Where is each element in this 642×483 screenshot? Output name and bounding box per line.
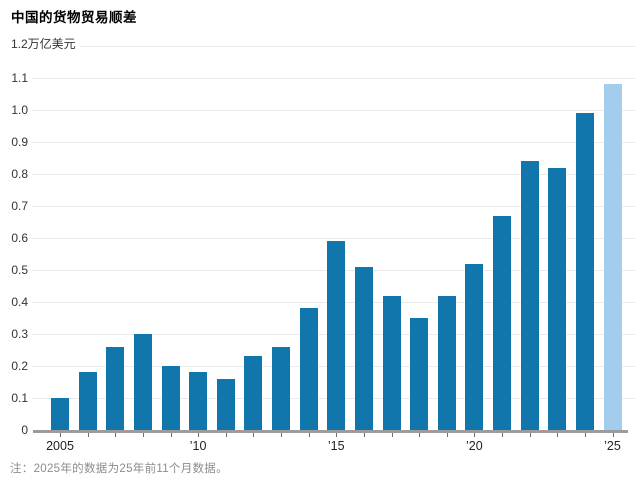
axis-tick [584,433,586,437]
x-axis-label: ’20 [466,439,483,453]
bar-2025 [603,84,622,430]
y-axis-label: 0.9 [11,135,28,149]
gridline [32,205,636,207]
bar-2020 [465,263,484,430]
axis-tick [474,433,476,437]
bar-2006 [78,372,97,430]
axis-tick [419,433,421,437]
bar-2018 [410,318,429,430]
x-axis-label: ’10 [189,439,207,453]
bar-2022 [520,161,539,430]
y-axis-label: 0.7 [11,199,28,213]
x-axis-label: ’15 [327,439,345,453]
axis-tick [281,433,282,437]
axis-tick [60,433,61,437]
gridline [32,237,636,239]
x-axis-line [33,430,628,433]
axis-tick [253,433,255,437]
bar-2011 [216,378,235,430]
y-axis-label: 0.3 [11,327,28,341]
y-axis-unit-label: 1.2万亿美元 [11,38,80,50]
bar-2010 [189,372,208,430]
axis-tick [557,433,559,437]
bar-2012 [244,356,263,430]
axis-tick [529,433,531,437]
y-axis-label: 0.8 [11,167,28,181]
axis-tick [446,433,448,437]
y-axis-label: 1.1 [11,71,28,85]
y-axis-label: 0.2 [11,359,28,373]
gridline [32,77,636,79]
bar-2014 [299,308,318,430]
gridline [32,173,636,175]
bar-2017 [382,295,401,430]
gridline [32,109,636,111]
y-axis-label: 0.4 [11,295,28,309]
bar-2015 [327,241,346,430]
y-axis-label: 0.1 [11,391,28,405]
bar-2007 [106,346,125,430]
bar-2021 [493,215,511,430]
bar-2005 [51,398,69,430]
axis-tick [198,433,200,437]
bar-2023 [548,167,567,430]
axis-tick [225,433,227,437]
axis-tick [142,433,144,437]
y-axis-label: 0.6 [11,231,28,245]
gridline [80,45,636,47]
bar-2024 [575,113,594,430]
footnote: 注：2025年的数据为25年前11个月数据。 [10,463,228,475]
bar-2013 [272,346,290,430]
bar-2016 [354,266,373,430]
x-axis-label: ’25 [604,439,621,453]
bar-2009 [161,366,180,430]
axis-tick [170,433,172,437]
axis-tick [308,433,310,437]
y-axis-label: 0 [21,423,28,437]
axis-tick [336,433,338,437]
y-axis-label: 0.5 [11,263,28,277]
axis-tick [363,433,365,437]
y-axis-label: 1.0 [11,103,28,117]
axis-tick [612,433,614,437]
x-axis-label: 2005 [46,439,74,453]
axis-tick [502,433,503,437]
chart-title: 中国的货物贸易顺差 [11,10,137,25]
axis-tick [391,433,393,437]
gridline [32,141,636,143]
bar-2008 [133,334,152,430]
axis-tick [87,433,89,437]
bar-2019 [437,295,456,430]
axis-tick [115,433,117,437]
